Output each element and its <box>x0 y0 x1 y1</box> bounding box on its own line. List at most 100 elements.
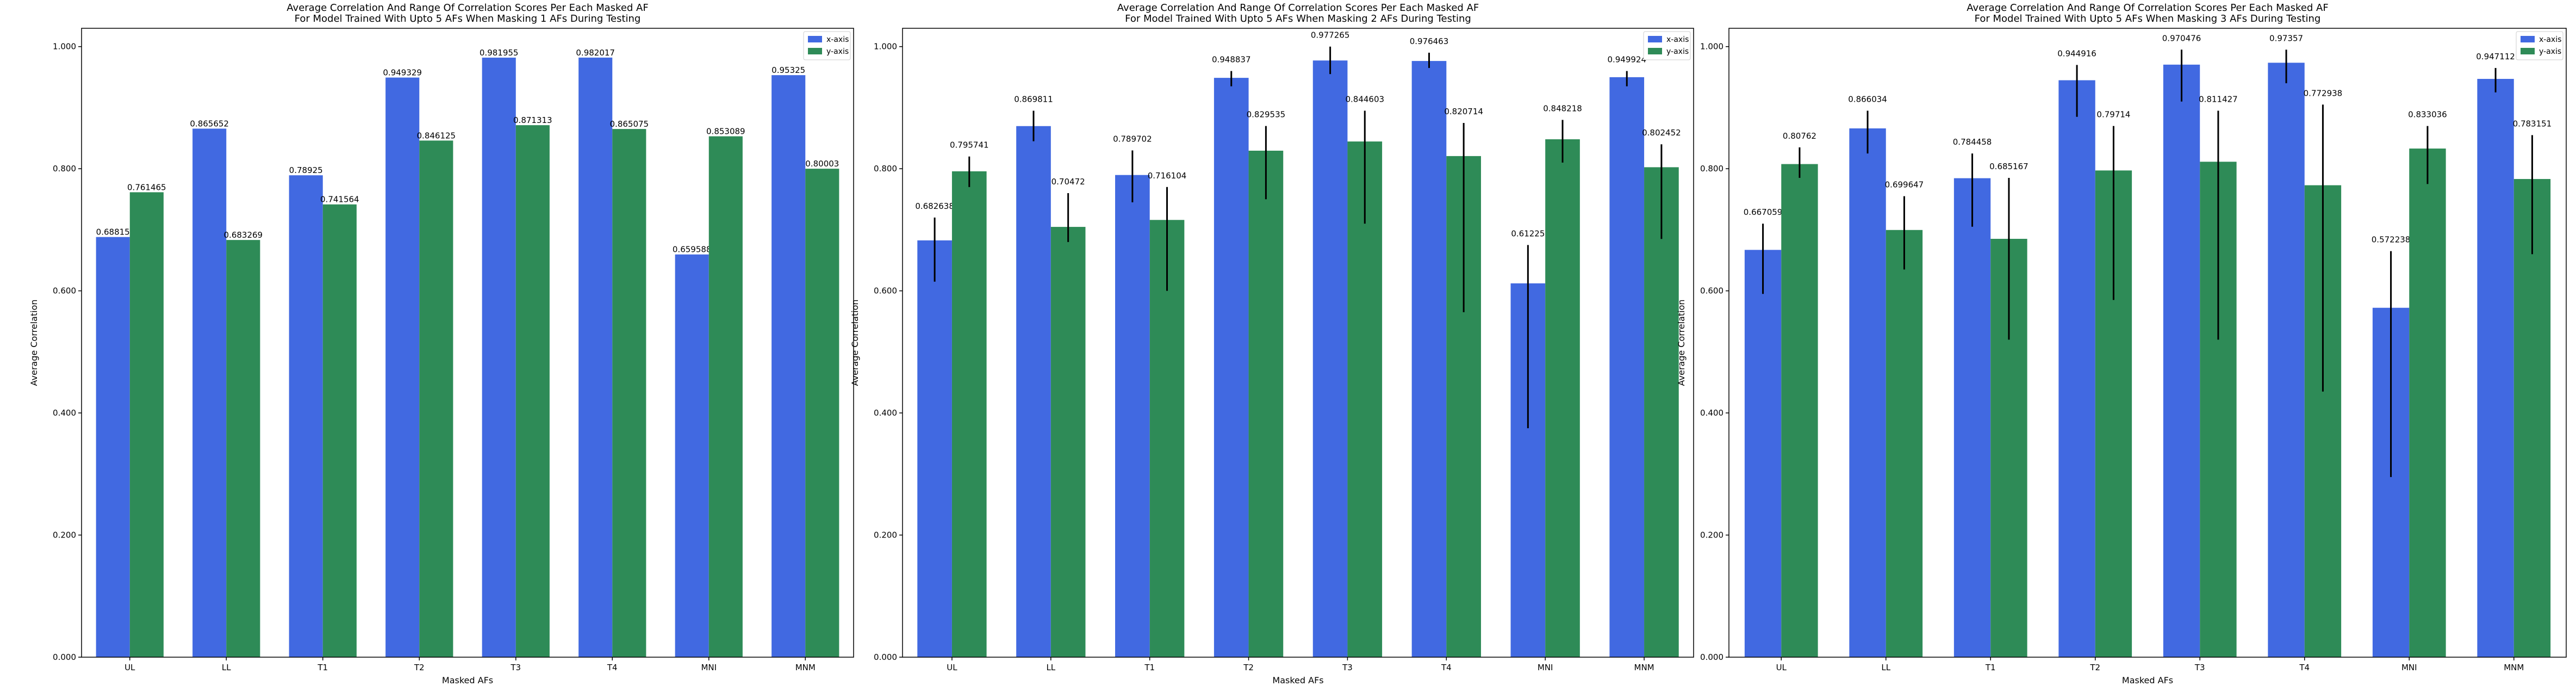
x-tick-label: MNI <box>2401 663 2417 672</box>
x-tick-label: T3 <box>1342 663 1353 672</box>
y-axis-label: Average Correlation <box>1676 299 1687 386</box>
x-axis-label: Masked AFs <box>2122 675 2173 685</box>
y-tick-label: 0.600 <box>874 286 897 296</box>
data-label: 0.795741 <box>950 140 989 150</box>
x-tick-label: T4 <box>607 663 618 672</box>
y-tick-label: 0.200 <box>874 530 897 540</box>
bar <box>419 140 453 658</box>
legend-label: x-axis <box>826 35 849 44</box>
y-tick-label: 0.200 <box>1700 530 1723 540</box>
bar <box>192 128 227 658</box>
bar <box>1886 230 1923 657</box>
data-label: 0.848218 <box>1543 103 1582 113</box>
y-tick-label: 1.000 <box>1700 42 1723 52</box>
legend: x-axis y-axis <box>1643 31 1691 60</box>
y-tick-label: 0.800 <box>1700 164 1723 174</box>
data-label: 0.844603 <box>1345 95 1384 104</box>
plot-frame <box>902 28 1694 658</box>
x-tick-label: T1 <box>317 663 328 672</box>
x-tick-label: UL <box>125 663 135 672</box>
data-label: 0.866034 <box>1848 95 1887 104</box>
bar <box>385 77 420 657</box>
data-label: 0.970476 <box>2162 33 2201 43</box>
data-label: 0.869811 <box>1014 95 1053 104</box>
bar <box>1849 128 1886 657</box>
bar <box>2163 64 2200 658</box>
series-y-axis: 0.761465 0.683269 0.741564 0.846125 0.871313… <box>127 115 839 658</box>
chart-title-line: Average Correlation And Range Of Correla… <box>1117 2 1479 14</box>
chart-title-line: Average Correlation And Range Of Correla… <box>287 2 648 14</box>
x-tick-label: LL <box>1881 663 1890 672</box>
data-label: 0.79714 <box>2096 110 2130 120</box>
bar <box>129 192 164 658</box>
bar <box>226 240 260 658</box>
chart-title-line: For Model Trained With Upto 5 AFs When M… <box>1125 13 1471 24</box>
data-label: 0.789702 <box>1113 134 1152 144</box>
x-tick-label: UL <box>1776 663 1787 672</box>
bar <box>2513 179 2551 658</box>
bar <box>917 240 952 657</box>
x-tick-label: MNI <box>701 663 717 672</box>
bar <box>1744 250 1782 657</box>
data-label: 0.683269 <box>224 230 263 240</box>
data-label: 0.741564 <box>320 195 359 205</box>
data-label: 0.977265 <box>1311 30 1350 40</box>
y-tick-label: 1.000 <box>874 42 897 52</box>
x-tick-label: LL <box>222 663 231 672</box>
data-label: 0.949924 <box>1607 55 1646 65</box>
series-x-axis: 0.667059 0.866034 0.784458 0.944916 0.970476… <box>1744 33 2515 658</box>
bar <box>805 169 839 657</box>
x-tick-label: T2 <box>414 663 425 672</box>
x-tick-label: T4 <box>2299 663 2310 672</box>
y-tick-label: 0.200 <box>53 530 76 540</box>
y-tick-label: 0.800 <box>53 164 76 174</box>
y-tick-label: 0.400 <box>1700 408 1723 418</box>
x-tick-label: MNI <box>1538 663 1553 672</box>
bar <box>1050 227 1086 657</box>
data-label: 0.95325 <box>771 65 805 75</box>
legend-swatch <box>808 36 822 42</box>
data-label: 0.802452 <box>1642 128 1681 138</box>
bar <box>515 125 550 658</box>
x-tick-label: LL <box>1046 663 1055 672</box>
x-tick-label: MNM <box>2504 663 2524 672</box>
data-label: 0.853089 <box>706 127 745 137</box>
data-label: 0.865652 <box>190 119 229 128</box>
series-y-axis: 0.795741 0.70472 0.716104 0.829535 0.844603 0… <box>950 95 1681 658</box>
data-label: 0.572238 <box>2372 235 2411 245</box>
data-label: 0.80762 <box>1783 131 1816 141</box>
legend-label: x-axis <box>1666 35 1689 44</box>
data-label: 0.949329 <box>383 68 422 78</box>
bar <box>771 75 806 658</box>
data-label: 0.820714 <box>1444 107 1483 116</box>
legend-swatch <box>1648 48 1662 54</box>
y-tick-label: 0.400 <box>874 408 897 418</box>
data-label: 0.981955 <box>480 48 519 58</box>
legend-swatch <box>2521 48 2535 54</box>
data-label: 0.761465 <box>127 182 166 192</box>
x-tick-label: T4 <box>1441 663 1452 672</box>
chart-title-line: For Model Trained With Upto 5 AFs When M… <box>1975 13 2321 24</box>
data-label: 0.865075 <box>610 119 649 129</box>
x-tick-label: MNM <box>1634 663 1654 672</box>
y-tick-label: 0.600 <box>53 286 76 296</box>
x-tick-label: T3 <box>510 663 521 672</box>
series-x-axis: 0.68815 0.865652 0.78925 0.949329 0.981955 0.… <box>96 48 806 658</box>
y-axis-label: Average Correlation <box>29 299 39 386</box>
y-tick-label: 0.600 <box>1700 286 1723 296</box>
data-label: 0.667059 <box>1744 207 1783 217</box>
data-label: 0.947112 <box>2476 52 2515 61</box>
bar <box>1609 77 1645 657</box>
data-label: 0.846125 <box>417 131 456 140</box>
data-label: 0.659588 <box>673 245 712 255</box>
bar <box>2409 149 2446 658</box>
data-label: 0.948837 <box>1212 55 1251 65</box>
data-label: 0.982017 <box>576 48 615 58</box>
bar <box>1644 167 1679 657</box>
x-tick-label: T3 <box>2194 663 2205 672</box>
plot-frame <box>81 28 854 658</box>
data-label: 0.80003 <box>805 159 839 169</box>
x-tick-label: T1 <box>1985 663 1996 672</box>
chart-panel-1: Average Correlation And Range Of Correla… <box>29 2 854 685</box>
